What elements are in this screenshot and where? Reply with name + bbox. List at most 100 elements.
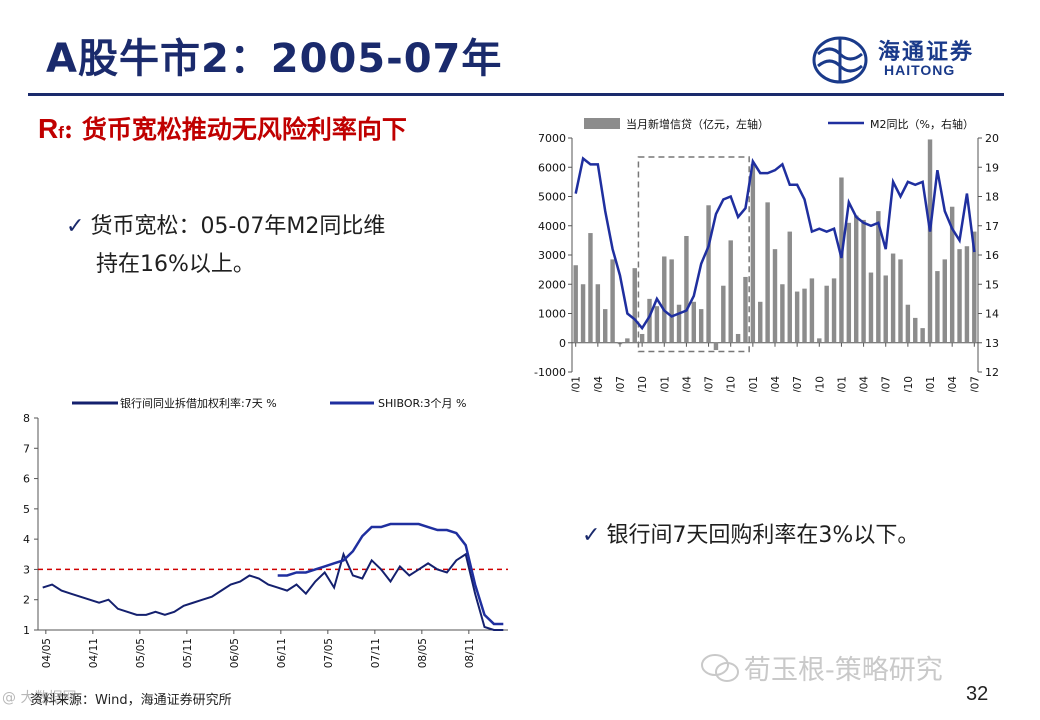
credit-bar	[588, 233, 593, 343]
x-tick-label: 05/01	[659, 376, 671, 392]
credit-bar	[647, 298, 652, 343]
x-tick-label: 06/10	[814, 376, 826, 392]
legend-label-m2: M2同比（%，右轴）	[870, 117, 974, 131]
credit-bar	[669, 259, 674, 343]
credit-bar	[580, 284, 586, 343]
credit-bar	[824, 285, 829, 343]
y-right-tick-label: 19	[985, 161, 999, 174]
y-left-tick-label: 5000	[538, 191, 566, 204]
credit-bar	[735, 333, 741, 343]
subtitle-f: f	[58, 123, 64, 142]
legend-swatch-credit	[584, 118, 620, 129]
x-tick-label: 04/04	[593, 376, 605, 392]
credit-bar	[632, 268, 637, 343]
m2-line	[574, 156, 976, 331]
x-tick-label: 08/05	[417, 638, 429, 668]
credit-bar	[853, 215, 859, 343]
credit-bar	[876, 211, 881, 343]
y-left-tick-label: 7000	[538, 132, 566, 145]
x-tick-label: 05/04	[681, 376, 693, 392]
y-tick-label: 8	[23, 412, 30, 425]
x-tick-label: 04/11	[88, 638, 100, 668]
credit-bar	[721, 285, 726, 343]
x-tick-label: 07/05	[323, 638, 335, 668]
y-tick-label: 4	[23, 533, 30, 546]
credit-bar	[713, 342, 719, 351]
y-tick-label: 3	[23, 563, 30, 576]
credit-bar	[610, 259, 615, 343]
x-tick-label: 08/04	[947, 376, 959, 392]
x-tick-label: 05/07	[704, 376, 716, 392]
credit-bar	[883, 275, 888, 343]
credit-bar	[691, 301, 697, 343]
y-tick-label: 1	[23, 624, 30, 637]
subtitle-text: : 货币宽松推动无风险利率向下	[63, 115, 407, 144]
credit-bar	[942, 259, 947, 343]
y-right-tick-label: 13	[985, 337, 999, 350]
y-tick-label: 2	[23, 594, 30, 607]
credit-bar	[787, 231, 792, 343]
credit-bar	[765, 202, 770, 343]
source-note: 资料来源：Wind，海通证券研究所	[30, 693, 232, 708]
y-right-tick-label: 14	[985, 308, 999, 321]
legend-label-credit: 当月新增信贷（亿元，左轴）	[626, 117, 769, 131]
credit-m2-chart: 当月新增信贷（亿元，左轴） M2同比（%，右轴） -1000 0 1000 2000 300…	[534, 117, 999, 392]
check-icon: ✓	[582, 523, 601, 548]
x-tick-label: 07/01	[836, 376, 848, 392]
legend-label-shibor: SHIBOR:3个月 %	[378, 397, 466, 410]
y-left-tick-label: 6000	[538, 161, 566, 174]
credit-bar	[949, 206, 955, 343]
source-watermark: @ 大数据网	[2, 690, 77, 706]
credit-bar	[927, 139, 933, 343]
y-tick-label: 7	[23, 442, 30, 455]
credit-bar	[920, 328, 925, 343]
x-tick-label: 04/07	[615, 376, 627, 392]
credit-bar	[603, 309, 608, 343]
shibor-3m-line	[277, 522, 504, 626]
x-tick-label: 05/05	[135, 638, 147, 668]
y-right-tick-label: 12	[985, 366, 999, 379]
bullet-m2: ✓ 货币宽松：05-07年M2同比维 持在16%以上。	[66, 208, 486, 284]
subtitle-r: R	[38, 113, 59, 144]
y-left-tick-label: 0	[559, 337, 566, 350]
credit-bar	[728, 240, 733, 343]
credit-bar	[758, 301, 763, 343]
credit-bar	[625, 338, 630, 343]
wechat-watermark: 荀玉根-策略研究	[744, 655, 943, 686]
page-number: 32	[966, 683, 989, 705]
x-tick-label: 04/10	[637, 376, 649, 392]
y-right-tick-label: 18	[985, 191, 999, 204]
credit-bar	[817, 338, 822, 343]
credit-bar	[913, 317, 918, 343]
bullet-m2-line1: 货币宽松：05-07年M2同比维	[90, 214, 386, 239]
x-tick-label: 04/01	[571, 376, 583, 392]
y-right-tick-label: 20	[985, 132, 999, 145]
legend-label-7d: 银行间同业拆借加权利率:7天 %	[120, 396, 277, 410]
credit-bar	[676, 304, 682, 343]
credit-bar	[684, 235, 689, 343]
x-tick-label: 07/10	[903, 376, 915, 392]
bullet-m2-line2: 持在16%以上。	[96, 252, 255, 277]
bullet-repo-rate-text: 银行间7天回购利率在3%以下。	[606, 523, 920, 548]
credit-bar	[972, 231, 977, 343]
credit-bar	[861, 219, 866, 343]
logo-english-text: HAITONG	[884, 62, 956, 78]
credit-bar	[772, 249, 778, 343]
y-left-tick-label: 3000	[538, 249, 566, 262]
credit-bar	[639, 333, 645, 343]
credit-bar	[662, 256, 667, 343]
y-left-tick-label: 1000	[538, 308, 566, 321]
x-tick-label: 07/11	[370, 638, 382, 668]
y-left-tick-label: 2000	[538, 278, 566, 291]
haitong-logo-icon	[812, 36, 868, 84]
x-tick-label: 06/04	[770, 376, 782, 392]
rate-7d-line	[42, 551, 504, 631]
bullet-repo-rate: ✓ 银行间7天回购利率在3%以下。	[582, 517, 1022, 555]
x-tick-label: 07/04	[859, 376, 871, 392]
credit-bar	[780, 284, 785, 343]
x-tick-label: 07/07	[881, 376, 893, 392]
credit-bar	[831, 278, 837, 343]
x-tick-label: 04/05	[41, 638, 53, 668]
credit-bar	[957, 249, 962, 343]
credit-bar	[654, 306, 660, 343]
